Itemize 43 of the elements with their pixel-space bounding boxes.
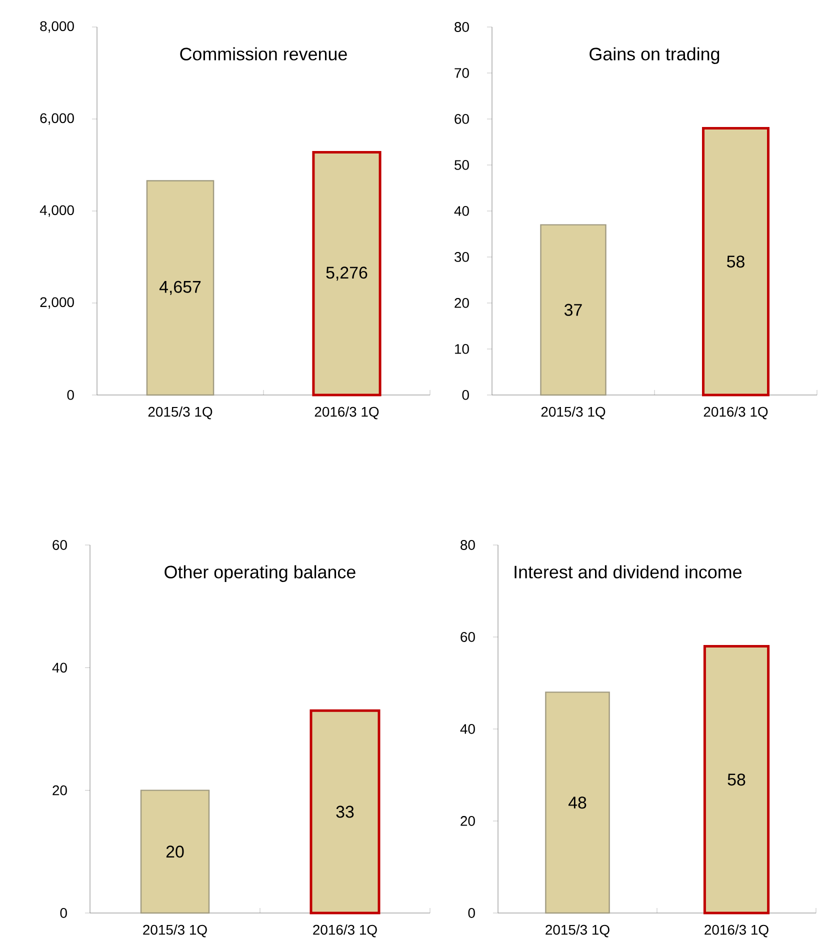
y-tick-label: 60 [460,632,475,642]
y-tick-label: 0 [67,390,74,400]
x-tick-label: 2016/3 1Q [704,924,768,938]
y-tick-label: 40 [460,724,475,734]
y-tick-label: 70 [454,68,469,78]
y-tick-label: 60 [52,540,67,550]
y-tick-label: 20 [460,816,475,826]
x-tick-label: 2016/3 1Q [313,924,377,938]
text: Commission revenue [180,47,347,60]
x-tick-label: 2015/3 1Q [546,924,610,938]
text: Gains on trading [590,47,720,64]
data-label: 37 [564,304,582,316]
y-tick-label: 80 [460,540,475,550]
data-label: 58 [728,774,746,786]
y-tick-label: 40 [52,662,67,673]
y-tick-label: 2,000 [40,297,74,309]
y-tick-label: 0 [462,390,469,400]
data-label: 58 [727,256,744,268]
y-tick-label: 30 [454,252,469,262]
data-label: 5,276 [326,266,368,281]
y-tick-label: 50 [454,160,469,170]
y-tick-label: 10 [455,344,469,354]
data-label: 20 [166,846,184,858]
text: Other operating balance [164,565,356,582]
y-tick-label: 8,000 [40,21,74,33]
data-label: 48 [568,796,586,809]
x-tick-label: 2015/3 1Q [148,406,212,420]
y-tick-label: 0 [468,908,475,918]
y-tick-label: 40 [454,206,469,216]
text: Interest and dividend income [514,565,742,578]
x-tick-label: 2015/3 1Q [143,924,207,938]
x-tick-label: 2015/3 1Q [541,406,606,420]
y-tick-label: 20 [52,785,67,796]
x-tick-label: 2016/3 1Q [704,406,768,420]
y-tick-label: 20 [454,298,469,308]
y-tick-label: 80 [454,22,469,32]
data-label: 4,657 [159,280,201,295]
y-tick-label: 4,000 [40,205,74,217]
x-tick-label: 2016/3 1Q [314,406,379,420]
y-tick-label: 6,000 [40,113,74,125]
y-tick-label: 60 [454,114,469,124]
data-label: 33 [336,806,354,818]
y-tick-label: 0 [60,908,67,918]
